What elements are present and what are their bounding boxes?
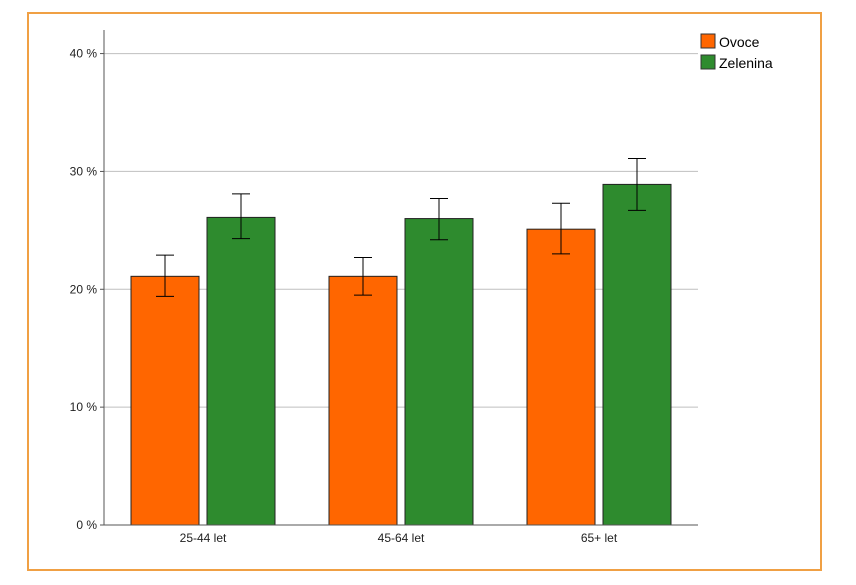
y-tick-label: 0 % <box>76 518 97 532</box>
legend-swatch-ovoce <box>700 33 716 49</box>
bar-zelenina-1 <box>206 216 276 526</box>
bar-zelenina-2 <box>404 218 474 526</box>
x-tick-label: 45-64 let <box>378 531 425 545</box>
legend: Ovoce Zelenina <box>700 33 773 71</box>
legend-label-zelenina: Zelenina <box>719 55 773 71</box>
y-tick-label: 40 % <box>70 47 98 61</box>
y-tick-label: 30 % <box>70 164 98 178</box>
bars <box>130 183 672 526</box>
chart-frame <box>27 12 822 571</box>
legend-swatch-zelenina <box>700 54 716 70</box>
bar-ovoce-2 <box>328 275 398 526</box>
x-tick-label: 25-44 let <box>180 531 227 545</box>
bar-ovoce-3 <box>526 228 596 526</box>
y-tick-label: 20 % <box>70 282 98 296</box>
y-tick-label: 10 % <box>70 400 98 414</box>
error-bars <box>156 157 646 297</box>
legend-label-ovoce: Ovoce <box>719 34 760 50</box>
x-tick-label: 65+ let <box>581 531 618 545</box>
bar-zelenina-3 <box>602 183 672 526</box>
bar-ovoce-1 <box>130 275 200 526</box>
axes: 0 % 10 % 20 % 30 % 40 % 25-44 let 45-64 let 65+… <box>70 30 698 545</box>
grid-lines <box>104 53 698 408</box>
